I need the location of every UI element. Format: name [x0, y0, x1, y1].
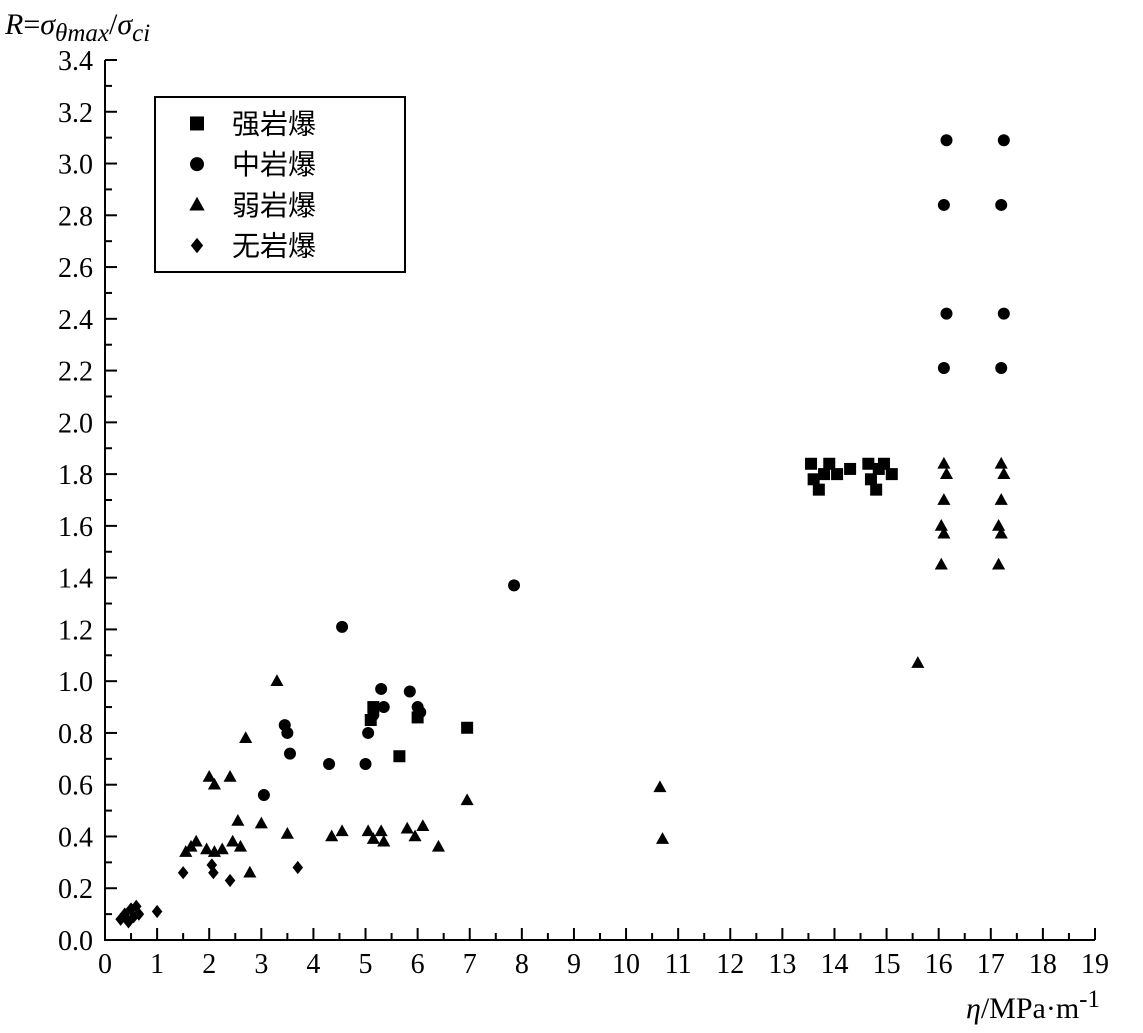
x-axis-label: η/MPa·m-1: [830, 986, 1100, 1033]
x-tick-label: 1: [150, 949, 164, 980]
y-tick-label: 0.6: [58, 771, 93, 802]
y-tick-label: 0.4: [58, 822, 93, 853]
x-tick-label: 5: [359, 949, 373, 980]
y-tick-label: 2.2: [58, 357, 93, 388]
y-tick-label: 0.2: [58, 874, 93, 905]
x-tick-label: 13: [768, 949, 796, 980]
x-tick-label: 17: [977, 949, 1005, 980]
x-tick-label: 16: [925, 949, 953, 980]
x-tick-label: 7: [463, 949, 477, 980]
x-tick-label: 3: [254, 949, 268, 980]
y-tick-label: 3.0: [58, 150, 93, 181]
x-tick-label: 0: [98, 949, 112, 980]
x-tick-label: 9: [567, 949, 581, 980]
x-tick-label: 19: [1081, 949, 1109, 980]
x-tick-label: 8: [515, 949, 529, 980]
y-tick-label: 2.4: [58, 305, 93, 336]
y-tick-label: 2.0: [58, 408, 93, 439]
legend-label-none: 无岩爆: [232, 231, 316, 263]
y-tick-label: 1.4: [58, 564, 93, 595]
x-tick-label: 10: [612, 949, 640, 980]
chart-svg: 0123456789101112131415161718190.00.20.40…: [0, 0, 1143, 1033]
legend-label-medium: 中岩爆: [232, 149, 316, 181]
rockburst-scatter-plot: 0123456789101112131415161718190.00.20.40…: [0, 0, 1143, 1033]
y-tick-label: 1.8: [58, 460, 93, 491]
x-tick-label: 11: [665, 949, 692, 980]
x-tick-label: 6: [411, 949, 425, 980]
y-tick-label: 2.8: [58, 201, 93, 232]
x-tick-label: 2: [202, 949, 216, 980]
x-tick-label: 4: [306, 949, 320, 980]
x-tick-label: 12: [716, 949, 744, 980]
legend-label-strong: 强岩爆: [232, 108, 316, 140]
y-tick-label: 2.6: [58, 253, 93, 284]
legend-label-weak: 弱岩爆: [232, 190, 316, 222]
y-tick-label: 1.2: [58, 615, 93, 646]
y-tick-label: 0.0: [58, 926, 93, 957]
y-tick-label: 1.6: [58, 512, 93, 543]
y-tick-label: 1.0: [58, 667, 93, 698]
x-tick-label: 14: [820, 949, 848, 980]
x-tick-label: 18: [1029, 949, 1057, 980]
y-axis-label: R=σθmax/σci: [5, 8, 305, 58]
y-tick-label: 0.8: [58, 719, 93, 750]
y-tick-label: 3.2: [58, 98, 93, 129]
x-tick-label: 15: [873, 949, 901, 980]
